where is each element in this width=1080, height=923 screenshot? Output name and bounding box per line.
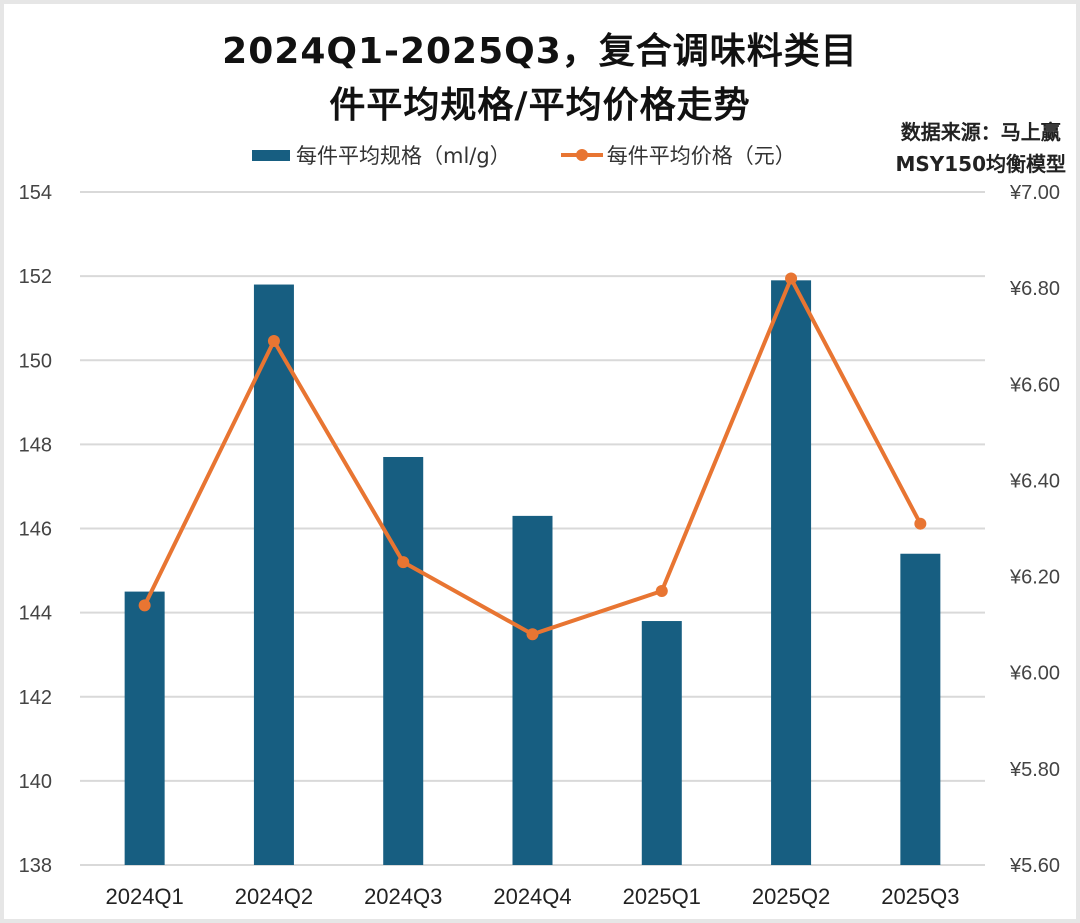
legend: 每件平均规格（ml/g） 每件平均价格（元） [252,140,796,170]
bar [512,515,553,865]
left-axis-tick: 144 [19,603,52,625]
x-axis-tick: 2025Q3 [881,884,959,909]
x-axis-tick: 2024Q2 [235,884,313,909]
left-axis-tick: 152 [19,266,52,288]
right-axis-tick: ¥6.40 [1009,470,1060,492]
x-axis-tick: 2025Q1 [623,884,701,909]
bar [771,280,812,865]
source-line2: MSY150均衡模型 [895,152,1066,176]
legend-bar-label: 每件平均规格（ml/g） [296,144,511,168]
bar [383,456,424,865]
x-axis-tick: 2024Q4 [493,884,571,909]
line-marker [397,556,410,569]
legend-line-label: 每件平均价格（元） [606,144,796,168]
line-marker [267,335,280,348]
x-axis-tick: 2024Q1 [105,884,183,909]
line-marker [655,584,668,597]
right-axis-tick: ¥6.00 [1009,663,1060,685]
bar [253,284,294,866]
chart-title-line1: 2024Q1-2025Q3，复合调味料类目 [222,31,858,72]
legend-bar-swatch [252,149,290,161]
legend-line-swatch [560,149,603,161]
source-line1: 数据来源：马上赢 [900,120,1061,144]
right-axis-tick: ¥6.20 [1009,567,1060,589]
left-axis-tick: 140 [19,771,52,793]
left-axis-tick: 150 [19,350,52,372]
right-axis-tick: ¥5.60 [1009,855,1060,877]
right-axis-tick: ¥5.80 [1009,759,1060,781]
left-axis-tick: 138 [19,855,52,877]
x-axis-tick: 2025Q2 [752,884,830,909]
line-marker [526,628,539,641]
right-axis-tick: ¥7.00 [1009,182,1060,204]
line-marker [914,517,927,530]
x-axis-tick: 2024Q3 [364,884,442,909]
left-axis-tick: 146 [19,519,52,541]
bar [900,553,941,865]
left-axis-tick: 154 [19,182,52,204]
left-axis-tick: 148 [19,434,52,456]
data-source-note: 数据来源：马上赢 MSY150均衡模型 [895,116,1066,180]
line-marker [785,272,798,285]
right-axis-tick: ¥6.80 [1009,278,1060,300]
left-axis-tick: 142 [19,687,52,709]
bar [124,591,165,865]
line-marker [138,599,151,612]
bar [641,621,682,865]
right-axis-tick: ¥6.60 [1009,374,1060,396]
chart-title-line2: 件平均规格/平均价格走势 [329,85,751,126]
